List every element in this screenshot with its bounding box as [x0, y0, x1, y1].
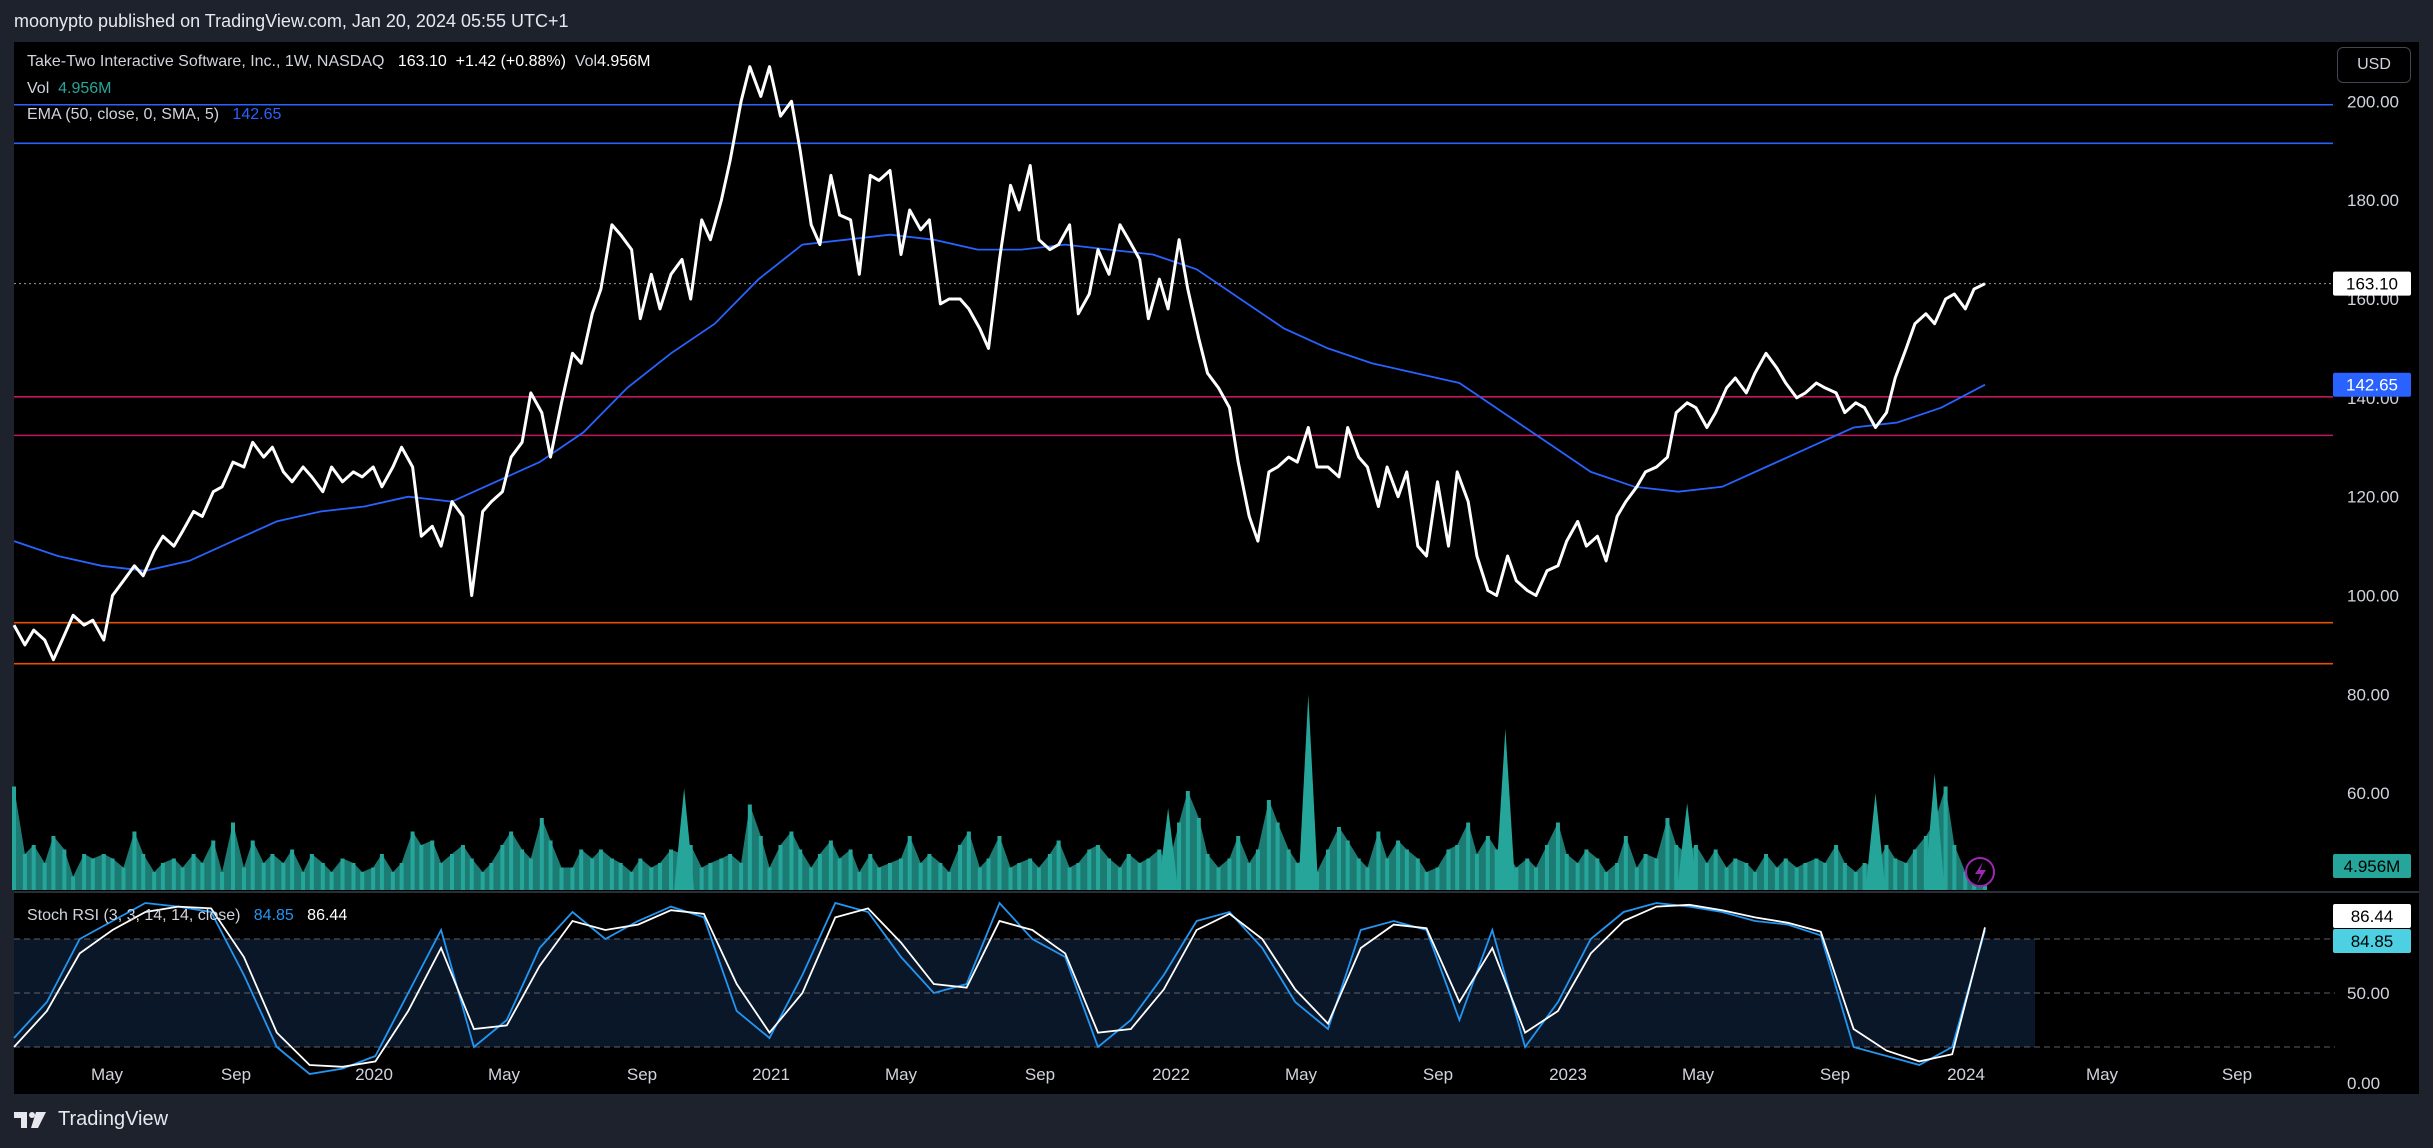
ema-price-tag-box [2333, 372, 2411, 397]
time-tick-label: May [91, 1065, 124, 1084]
volume-label: Vol [27, 80, 50, 97]
symbol-name: Take-Two Interactive Software, Inc., 1W,… [27, 53, 385, 70]
last-price-tag: 163.10 [2333, 271, 2411, 296]
time-tick-label: May [885, 1065, 918, 1084]
price-line[interactable] [12, 65, 1986, 662]
time-tick-label: Sep [221, 1065, 251, 1084]
volume-tag-text: 4.956M [2344, 857, 2401, 876]
tradingview-logo-icon [14, 1111, 46, 1128]
stoch-k-line[interactable] [13, 901, 1986, 1075]
price-tick-label: 100.00 [2347, 586, 2399, 605]
stoch-k-tag: 84.85 [2333, 929, 2411, 953]
stoch-d-tag: 86.44 [2333, 904, 2411, 928]
replay-bolt-icon[interactable] [1965, 857, 1995, 887]
volume-tag: 4.956M [2333, 854, 2411, 878]
time-tick-label: 2021 [752, 1065, 790, 1084]
volume-histogram [12, 694, 1987, 890]
stoch-label: Stoch RSI (3, 3, 14, 14, close) [27, 907, 241, 924]
bottom-bar [0, 1096, 2433, 1148]
price-tick-label: 120.00 [2347, 488, 2399, 507]
stoch-d-tag-text: 86.44 [2351, 907, 2394, 926]
time-tick-label: Sep [1423, 1065, 1453, 1084]
last-price-tag-box [2333, 271, 2411, 296]
time-tick-label: 2024 [1947, 1065, 1985, 1084]
stoch-d-tag-box [2333, 904, 2411, 928]
time-tick-label: May [1682, 1065, 1715, 1084]
volume-spike [1677, 803, 1698, 890]
tradingview-brand[interactable]: TradingView [14, 1108, 168, 1131]
volume-spike [1298, 694, 1319, 890]
volume-spike [1865, 793, 1886, 890]
time-tick-label: 2023 [1549, 1065, 1587, 1084]
ema-value: 142.65 [232, 106, 282, 123]
time-tick-label: Sep [2222, 1065, 2252, 1084]
stoch-k-value: 84.85 [253, 907, 294, 924]
price-line-layer [12, 65, 1986, 662]
ema-price-tag: 142.65 [2333, 372, 2411, 397]
volume-spike [674, 788, 695, 890]
price-labels: 163.10 142.65 4.956M 86.44 84.85 [2333, 271, 2411, 953]
time-tick-label: 2022 [1152, 1065, 1190, 1084]
vol-value: 4.956M [597, 53, 651, 70]
price-change: +1.42 (+0.88%) [455, 53, 566, 70]
axes: 200.00180.00160.00140.00120.00100.0080.0… [91, 92, 2399, 1093]
price-tick-label: 80.00 [2347, 685, 2390, 704]
time-tick-label: Sep [1025, 1065, 1055, 1084]
time-tick-label: May [1285, 1065, 1318, 1084]
publisher-caption: moonypto published on TradingView.com, J… [14, 11, 569, 31]
price-tick-label: 60.00 [2347, 784, 2390, 803]
ema-legend: EMA (50, close, 0, SMA, 5) 142.65 [27, 106, 281, 124]
price-tick-label: 200.00 [2347, 92, 2399, 111]
volume-spike [1495, 728, 1516, 890]
volume-value: 4.956M [58, 80, 112, 97]
symbol-legend: Take-Two Interactive Software, Inc., 1W,… [27, 53, 650, 71]
stoch-k-tag-text: 84.85 [2351, 932, 2394, 951]
time-tick-label: May [488, 1065, 521, 1084]
last-price-tag-text: 163.10 [2346, 275, 2398, 294]
stoch-tick-label: 0.00 [2347, 1074, 2380, 1093]
stoch-rsi-pane [13, 901, 2335, 1075]
stoch-d-value: 86.44 [307, 907, 348, 924]
price-tick-label: 180.00 [2347, 191, 2399, 210]
volume-tag-box [2333, 854, 2411, 878]
top-bar: moonypto published on TradingView.com, J… [0, 0, 2433, 42]
time-tick-label: Sep [627, 1065, 657, 1084]
stoch-tick-label: 50.00 [2347, 984, 2390, 1003]
vol-label: Vol [574, 53, 598, 70]
ema-label: EMA (50, close, 0, SMA, 5) [27, 106, 220, 123]
time-tick-label: 2020 [355, 1065, 393, 1084]
currency-button[interactable]: USD [2337, 47, 2411, 83]
ema-price-tag-text: 142.65 [2346, 376, 2398, 395]
stoch-legend: Stoch RSI (3, 3, 14, 14, close) 84.85 86… [27, 907, 347, 925]
time-tick-label: May [2086, 1065, 2119, 1084]
stoch-k-tag-box [2333, 929, 2411, 953]
brand-text: TradingView [58, 1108, 169, 1130]
time-tick-label: Sep [1820, 1065, 1850, 1084]
chart-frame[interactable] [14, 42, 2419, 1094]
horizontal-levels [14, 103, 2333, 665]
volume-spike [1924, 773, 1945, 890]
last-price: 163.10 [397, 53, 447, 70]
volume-spike [1158, 807, 1179, 890]
stoch-d-line[interactable] [13, 903, 1986, 1068]
volume-legend: Vol 4.956M [27, 80, 112, 98]
